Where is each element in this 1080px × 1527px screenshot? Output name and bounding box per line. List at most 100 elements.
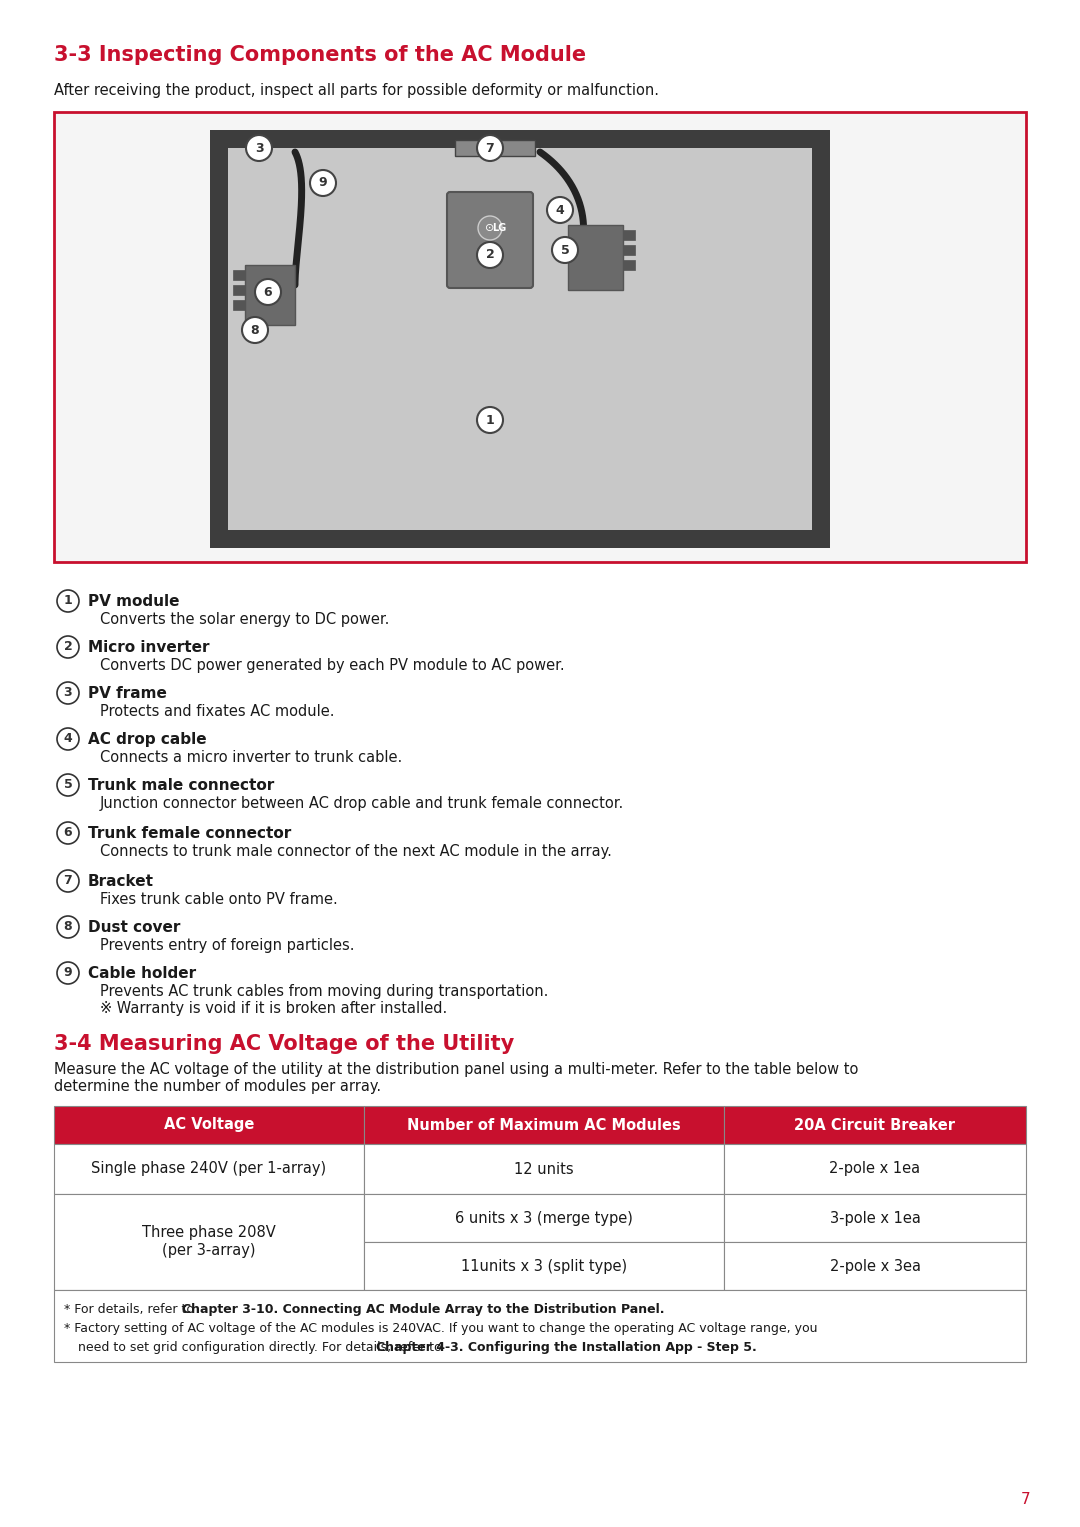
FancyBboxPatch shape	[447, 192, 534, 289]
FancyBboxPatch shape	[364, 1241, 724, 1290]
Circle shape	[57, 637, 79, 658]
Text: AC Voltage: AC Voltage	[164, 1118, 254, 1133]
Text: 4: 4	[64, 733, 72, 745]
Text: Chapter 4-3. Configuring the Installation App - Step 5.: Chapter 4-3. Configuring the Installatio…	[376, 1341, 757, 1354]
Text: ※ Warranty is void if it is broken after installed.: ※ Warranty is void if it is broken after…	[100, 1002, 447, 1015]
Text: 7: 7	[1022, 1492, 1030, 1507]
FancyBboxPatch shape	[364, 1194, 724, 1241]
Text: 1: 1	[64, 594, 72, 608]
FancyBboxPatch shape	[245, 266, 295, 325]
Text: Measure the AC voltage of the utility at the distribution panel using a multi-me: Measure the AC voltage of the utility at…	[54, 1061, 859, 1095]
Text: 20A Circuit Breaker: 20A Circuit Breaker	[795, 1118, 956, 1133]
Text: Dust cover: Dust cover	[87, 919, 180, 935]
Circle shape	[57, 822, 79, 844]
Text: Bracket: Bracket	[87, 873, 154, 889]
Text: PV module: PV module	[87, 594, 179, 609]
Circle shape	[478, 215, 502, 240]
FancyBboxPatch shape	[623, 244, 635, 255]
FancyBboxPatch shape	[568, 224, 623, 290]
Circle shape	[57, 774, 79, 796]
Text: Cable holder: Cable holder	[87, 967, 197, 980]
Text: Connects to trunk male connector of the next AC module in the array.: Connects to trunk male connector of the …	[100, 844, 612, 860]
Circle shape	[546, 197, 573, 223]
Text: Number of Maximum AC Modules: Number of Maximum AC Modules	[407, 1118, 680, 1133]
Text: Prevents entry of foreign particles.: Prevents entry of foreign particles.	[100, 938, 354, 953]
Text: Trunk male connector: Trunk male connector	[87, 777, 274, 793]
Circle shape	[242, 318, 268, 344]
FancyBboxPatch shape	[233, 286, 245, 295]
Circle shape	[57, 870, 79, 892]
Text: Protects and fixates AC module.: Protects and fixates AC module.	[100, 704, 335, 719]
Text: 2: 2	[486, 249, 495, 261]
FancyBboxPatch shape	[724, 1106, 1026, 1144]
Text: 9: 9	[319, 177, 327, 189]
FancyBboxPatch shape	[724, 1241, 1026, 1290]
Circle shape	[477, 241, 503, 269]
Text: need to set grid configuration directly. For details, refer to: need to set grid configuration directly.…	[78, 1341, 446, 1354]
Text: Converts DC power generated by each PV module to AC power.: Converts DC power generated by each PV m…	[100, 658, 565, 673]
Text: Trunk female connector: Trunk female connector	[87, 826, 292, 841]
Text: 8: 8	[64, 921, 72, 933]
Text: 2: 2	[64, 640, 72, 654]
Text: 9: 9	[64, 967, 72, 979]
Text: 7: 7	[486, 142, 495, 154]
Text: 3-pole x 1ea: 3-pole x 1ea	[829, 1211, 920, 1226]
Text: * Factory setting of AC voltage of the AC modules is 240VAC. If you want to chan: * Factory setting of AC voltage of the A…	[64, 1322, 818, 1335]
Text: AC drop cable: AC drop cable	[87, 731, 206, 747]
Text: Junction connector between AC drop cable and trunk female connector.: Junction connector between AC drop cable…	[100, 796, 624, 811]
Circle shape	[57, 683, 79, 704]
FancyBboxPatch shape	[364, 1144, 724, 1194]
FancyBboxPatch shape	[210, 130, 831, 548]
FancyBboxPatch shape	[233, 299, 245, 310]
Text: 3: 3	[255, 142, 264, 154]
Text: 6: 6	[264, 286, 272, 298]
Text: 8: 8	[251, 324, 259, 336]
Circle shape	[477, 408, 503, 434]
Text: LG: LG	[492, 223, 507, 234]
Circle shape	[57, 916, 79, 938]
FancyBboxPatch shape	[623, 260, 635, 270]
Text: 12 units: 12 units	[514, 1162, 573, 1176]
Text: 4: 4	[555, 203, 565, 217]
Circle shape	[477, 134, 503, 160]
FancyBboxPatch shape	[364, 1106, 724, 1144]
Circle shape	[57, 728, 79, 750]
Text: 5: 5	[64, 779, 72, 791]
Text: 5: 5	[561, 243, 569, 257]
FancyBboxPatch shape	[228, 148, 812, 530]
Text: 6: 6	[64, 826, 72, 840]
FancyBboxPatch shape	[54, 1290, 1026, 1362]
FancyBboxPatch shape	[54, 1194, 364, 1290]
Circle shape	[310, 169, 336, 195]
Text: 3-4 Measuring AC Voltage of the Utility: 3-4 Measuring AC Voltage of the Utility	[54, 1034, 514, 1054]
Text: 11units x 3 (split type): 11units x 3 (split type)	[461, 1258, 627, 1274]
Text: After receiving the product, inspect all parts for possible deformity or malfunc: After receiving the product, inspect all…	[54, 82, 659, 98]
Circle shape	[57, 962, 79, 983]
FancyBboxPatch shape	[54, 1106, 364, 1144]
Text: 2-pole x 3ea: 2-pole x 3ea	[829, 1258, 920, 1274]
Text: 3-3 Inspecting Components of the AC Module: 3-3 Inspecting Components of the AC Modu…	[54, 44, 586, 66]
Text: 3: 3	[64, 687, 72, 699]
Text: Converts the solar energy to DC power.: Converts the solar energy to DC power.	[100, 612, 390, 628]
FancyBboxPatch shape	[623, 231, 635, 240]
Text: Chapter 3-10. Connecting AC Module Array to the Distribution Panel.: Chapter 3-10. Connecting AC Module Array…	[183, 1303, 664, 1316]
Text: PV frame: PV frame	[87, 686, 167, 701]
Text: Connects a micro inverter to trunk cable.: Connects a micro inverter to trunk cable…	[100, 750, 402, 765]
Text: 6 units x 3 (merge type): 6 units x 3 (merge type)	[455, 1211, 633, 1226]
Text: Micro inverter: Micro inverter	[87, 640, 210, 655]
FancyBboxPatch shape	[233, 270, 245, 279]
Text: 2-pole x 1ea: 2-pole x 1ea	[829, 1162, 920, 1176]
Text: 7: 7	[64, 875, 72, 887]
Text: 1: 1	[486, 414, 495, 426]
Text: * For details, refer to: * For details, refer to	[64, 1303, 198, 1316]
Text: ⊙: ⊙	[485, 223, 495, 234]
Circle shape	[255, 279, 281, 305]
FancyBboxPatch shape	[724, 1144, 1026, 1194]
FancyBboxPatch shape	[724, 1194, 1026, 1241]
FancyBboxPatch shape	[455, 140, 535, 156]
FancyBboxPatch shape	[54, 111, 1026, 562]
Text: (per 3-array): (per 3-array)	[162, 1243, 256, 1258]
FancyBboxPatch shape	[54, 1144, 364, 1194]
Text: Fixes trunk cable onto PV frame.: Fixes trunk cable onto PV frame.	[100, 892, 338, 907]
Text: Single phase 240V (per 1-array): Single phase 240V (per 1-array)	[92, 1162, 326, 1176]
